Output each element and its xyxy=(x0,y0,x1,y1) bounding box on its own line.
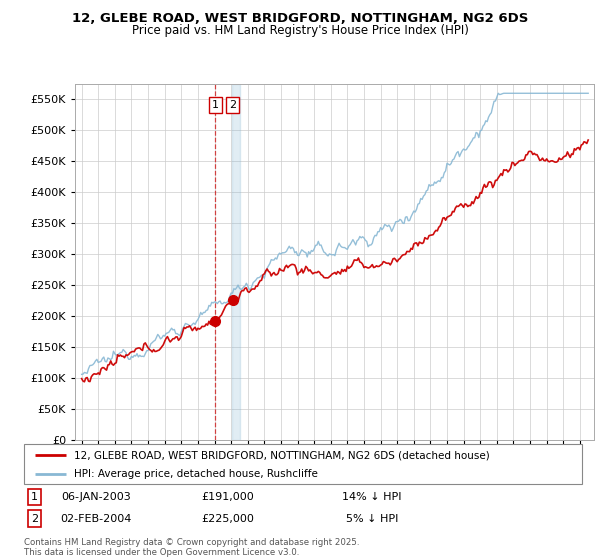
Text: 1: 1 xyxy=(212,100,219,110)
Text: 06-JAN-2003: 06-JAN-2003 xyxy=(61,492,131,502)
Bar xyxy=(232,84,240,440)
Text: 12, GLEBE ROAD, WEST BRIDGFORD, NOTTINGHAM, NG2 6DS (detached house): 12, GLEBE ROAD, WEST BRIDGFORD, NOTTINGH… xyxy=(74,450,490,460)
Text: 02-FEB-2004: 02-FEB-2004 xyxy=(61,514,131,524)
Text: 1: 1 xyxy=(31,492,38,502)
Text: Price paid vs. HM Land Registry's House Price Index (HPI): Price paid vs. HM Land Registry's House … xyxy=(131,24,469,36)
Text: 12, GLEBE ROAD, WEST BRIDGFORD, NOTTINGHAM, NG2 6DS: 12, GLEBE ROAD, WEST BRIDGFORD, NOTTINGH… xyxy=(72,12,528,25)
Text: 2: 2 xyxy=(31,514,38,524)
Text: Contains HM Land Registry data © Crown copyright and database right 2025.
This d: Contains HM Land Registry data © Crown c… xyxy=(24,538,359,557)
Text: £225,000: £225,000 xyxy=(202,514,254,524)
FancyBboxPatch shape xyxy=(24,444,582,484)
Text: 2: 2 xyxy=(229,100,236,110)
Text: £191,000: £191,000 xyxy=(202,492,254,502)
Text: HPI: Average price, detached house, Rushcliffe: HPI: Average price, detached house, Rush… xyxy=(74,469,318,479)
Text: 14% ↓ HPI: 14% ↓ HPI xyxy=(342,492,402,502)
Text: 5% ↓ HPI: 5% ↓ HPI xyxy=(346,514,398,524)
